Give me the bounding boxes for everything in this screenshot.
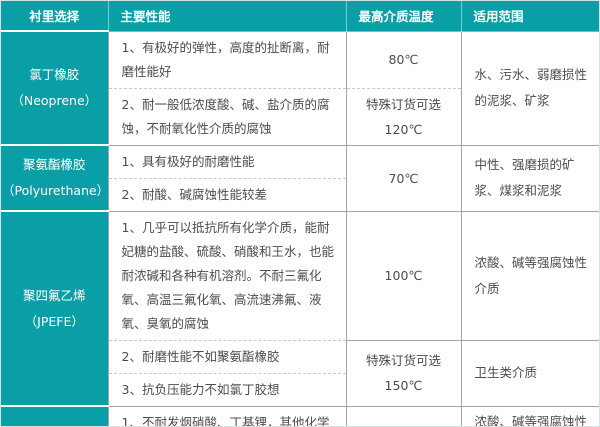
table-row: 聚氨酯橡胶 （Polyurethane） 1、具有极好的耐磨性能 70℃ 中性、…: [1, 144, 599, 211]
material-name-cn: 氯丁橡胶: [29, 67, 80, 82]
performance-cell: 1、不耐发烟硝酸、丁基锂，其他化学性能与聚四氟乙烯基本相同: [108, 405, 347, 426]
table-row: 2、耐酸、碱腐蚀性能较差: [1, 177, 599, 211]
max-temp-cell: 特殊订货可选 120℃: [346, 87, 462, 145]
material-cell-f46: 聚全氟乙丙烯 （F46）: [1, 405, 109, 426]
max-temp-cell: 特殊订货可选 150℃: [346, 339, 462, 406]
max-temp-cell: 100℃: [346, 405, 462, 426]
table-row: 2、耐一般低浓度酸、碱、盐介质的腐蚀，不耐氧化性介质的腐蚀 特殊订货可选 120…: [1, 87, 599, 145]
max-temp-cell: 100℃: [346, 210, 462, 340]
material-name-cn: 聚四氟乙烯: [22, 287, 86, 303]
material-cell-neoprene: 氯丁橡胶 （Neoprene）: [1, 30, 109, 145]
range-cell: 中性、强磨损的矿浆、煤浆和泥浆: [461, 144, 599, 211]
performance-cell: 3、抗负压能力不如氯丁胶想: [108, 372, 347, 406]
range-cell: 浓酸、碱等强腐蚀性介质: [461, 405, 599, 426]
column-header-lining: 衬里选择: [1, 1, 109, 31]
temp-value: 150℃: [384, 378, 423, 393]
material-name-en: （Neoprene）: [11, 93, 98, 108]
material-name-cn: 聚氨酯橡胶: [22, 157, 86, 172]
performance-cell: 1、几乎可以抵抗所有化学介质，能耐妃糖的盐酸、硫酸、硝酸和王水，也能耐浓碱和各种…: [108, 210, 347, 340]
column-header-range: 适用范围: [461, 1, 599, 31]
table-row: 聚全氟乙丙烯 （F46） 1、不耐发烟硝酸、丁基锂，其他化学性能与聚四氟乙烯基本…: [1, 405, 599, 426]
table-row: 2、耐磨性能不如聚氨酯橡胶 特殊订货可选 150℃ 卫生类介质: [1, 339, 599, 406]
performance-cell: 1、有极好的弹性，高度的扯断离，耐磨性能好: [108, 30, 347, 88]
column-header-performance: 主要性能: [108, 1, 347, 31]
max-temp-cell: 70℃: [346, 144, 462, 211]
material-cell-jpefe: 聚四氟乙烯 （JPEFE）: [1, 210, 109, 406]
table-row: 3、抗负压能力不如氯丁胶想: [1, 372, 599, 406]
range-cell: 浓酸、碱等强腐蚀性介质: [461, 210, 599, 340]
performance-cell: 2、耐磨性能不如聚氨酯橡胶: [108, 339, 347, 373]
table-row: 聚四氟乙烯 （JPEFE） 1、几乎可以抵抗所有化学介质，能耐妃糖的盐酸、硫酸、…: [1, 210, 599, 406]
table-header-row: 衬里选择 主要性能 最高介质温度 适用范围: [1, 1, 599, 31]
temp-value: 120℃: [384, 121, 423, 137]
range-cell: 水、污水、弱磨损性的泥浆、矿浆: [461, 30, 599, 145]
range-cell: 卫生类介质: [461, 339, 599, 406]
performance-cell: 2、耐酸、碱腐蚀性能较差: [108, 177, 347, 211]
material-cell-polyurethane: 聚氨酯橡胶 （Polyurethane）: [1, 144, 110, 211]
performance-cell: 2、耐一般低浓度酸、碱、盐介质的腐蚀，不耐氧化性介质的腐蚀: [108, 87, 347, 145]
special-order-label: 特殊订货可选: [365, 353, 441, 368]
material-name-en: （Polyurethane）: [2, 183, 110, 198]
performance-cell: 1、具有极好的耐磨性能: [108, 144, 347, 178]
max-temp-cell: 80℃: [346, 30, 462, 88]
material-name-en: （JPEFE）: [24, 313, 84, 329]
special-order-label: 特殊订货可选: [365, 96, 441, 112]
table-row: 氯丁橡胶 （Neoprene） 1、有极好的弹性，高度的扯断离，耐磨性能好 80…: [1, 30, 599, 145]
column-header-max-temp: 最高介质温度: [346, 1, 462, 31]
